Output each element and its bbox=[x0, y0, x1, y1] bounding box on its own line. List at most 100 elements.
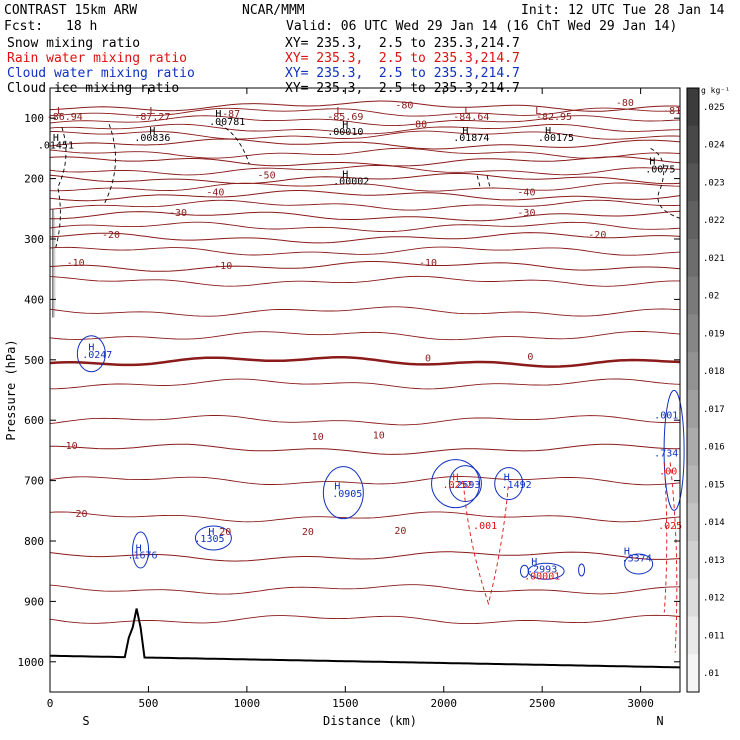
isotherm-minor bbox=[49, 107, 681, 117]
colorbar-segment bbox=[687, 616, 699, 655]
contour-label: -30 bbox=[517, 208, 535, 219]
isotherm-minor bbox=[50, 378, 681, 390]
contour-label: .0252 bbox=[442, 480, 472, 491]
isotherm--70 bbox=[49, 138, 681, 150]
colorbar-tick-label: .012 bbox=[703, 594, 725, 604]
contour-label: -80 bbox=[395, 101, 413, 112]
contour-label: .01874 bbox=[453, 133, 489, 144]
y-tick-label: 800 bbox=[24, 535, 44, 548]
contour-label: .0075 bbox=[645, 165, 675, 176]
isotherm-minor bbox=[49, 306, 681, 317]
colorbar-segment bbox=[687, 541, 699, 580]
cloud-water-contour bbox=[431, 459, 481, 509]
contour-label: H bbox=[342, 169, 348, 180]
contour-label: H bbox=[88, 343, 94, 354]
contour-label: H bbox=[215, 109, 221, 120]
y-tick-label: 200 bbox=[24, 173, 44, 186]
contour-label: .1492 bbox=[502, 480, 532, 491]
x-tick-label: 1500 bbox=[332, 697, 359, 710]
contour-label: .00002 bbox=[333, 177, 369, 188]
colorbar-segment bbox=[687, 503, 699, 542]
colorbar-segment bbox=[687, 239, 699, 278]
contour-label: H bbox=[624, 546, 630, 557]
cloud-water-contour bbox=[624, 553, 654, 575]
contour-label: .2593 bbox=[450, 480, 480, 491]
colorbar-segment bbox=[687, 578, 699, 617]
contour-label: H bbox=[334, 482, 340, 493]
x-tick-label: 0 bbox=[47, 697, 54, 710]
colorbar-segment bbox=[687, 276, 699, 315]
colorbar-tick-label: .015 bbox=[703, 480, 725, 490]
cloud-water-contour bbox=[322, 466, 364, 520]
x-tick-label: 1000 bbox=[234, 697, 261, 710]
colorbar-tick-label: .01 bbox=[703, 669, 719, 679]
snow-contour bbox=[650, 147, 681, 219]
colorbar-segment bbox=[687, 314, 699, 353]
isotherm--30 bbox=[50, 210, 681, 222]
field-snow-name: Snow mixing ratio bbox=[7, 36, 141, 51]
isotherm-minor bbox=[49, 221, 681, 233]
isotherm-0 bbox=[49, 356, 681, 368]
plot-area bbox=[50, 88, 680, 692]
colorbar-segment bbox=[687, 427, 699, 466]
contour-label: H bbox=[649, 157, 655, 168]
field-rain-name: Rain water mixing ratio bbox=[7, 51, 188, 66]
contour-label: H bbox=[136, 543, 142, 554]
contour-label: -85.69 bbox=[327, 112, 363, 123]
endpoint-left: S bbox=[82, 714, 89, 728]
cloud-water-contour bbox=[663, 389, 685, 511]
contour-label: L bbox=[336, 106, 342, 117]
contour-label: L bbox=[57, 106, 63, 117]
contour-label: .0247 bbox=[82, 350, 112, 361]
isotherm-minor bbox=[49, 584, 681, 595]
colorbar-tick-label: .014 bbox=[703, 518, 725, 528]
plot-frame bbox=[49, 87, 681, 693]
x-tick-label: 2500 bbox=[529, 697, 556, 710]
cloud-water-contour bbox=[194, 525, 232, 551]
field-cloudice-xy: XY= 235.3, 2.5 to 235.3,214.7 bbox=[285, 81, 520, 96]
forecast-label: Fcst: bbox=[4, 19, 44, 34]
contour-label: H bbox=[342, 120, 348, 131]
x-tick-label: 3000 bbox=[627, 697, 654, 710]
y-tick-label: 300 bbox=[24, 233, 44, 246]
cloud-water-contour bbox=[519, 564, 529, 578]
contour-label: .2993 bbox=[527, 564, 557, 575]
contour-label: -82.95 bbox=[536, 112, 572, 123]
field-cloudwater-xy: XY= 235.3, 2.5 to 235.3,214.7 bbox=[285, 66, 520, 81]
cloud-water-contour bbox=[132, 531, 150, 569]
contour-label: H bbox=[53, 133, 59, 144]
contour-label: 20 bbox=[75, 509, 87, 520]
colorbar-tick-label: .019 bbox=[703, 329, 725, 339]
colorbar-tick-label: .024 bbox=[703, 141, 725, 151]
init-time: Init: 12 UTC Tue 28 Jan 14 bbox=[521, 3, 725, 18]
contour-label: -87.27 bbox=[134, 112, 170, 123]
colorbar-tick-label: .025 bbox=[703, 103, 725, 113]
contour-label: L bbox=[149, 106, 155, 117]
contour-label: .00175 bbox=[538, 133, 574, 144]
snow-contour bbox=[219, 123, 250, 165]
contour-label: 0 bbox=[527, 352, 533, 363]
contour-label: -10 bbox=[67, 258, 85, 269]
colorbar-tick-label: .021 bbox=[703, 254, 725, 264]
colorbar-tick-label: .016 bbox=[703, 443, 725, 453]
colorbar-segment bbox=[687, 88, 699, 127]
contour-label: -84.64 bbox=[453, 112, 489, 123]
x-tick-label: 2000 bbox=[431, 697, 458, 710]
contour-label: 10 bbox=[373, 430, 385, 441]
colorbar-segment bbox=[687, 125, 699, 164]
isotherm-minor bbox=[49, 165, 681, 176]
contour-label: L bbox=[535, 106, 541, 117]
contour-label: H bbox=[531, 557, 537, 568]
isotherm-minor bbox=[49, 199, 681, 211]
isotherm-minor bbox=[49, 331, 681, 341]
field-cloudwater-name: Cloud water mixing ratio bbox=[7, 66, 195, 81]
isotherm-minor bbox=[49, 476, 681, 486]
isotherm-minor bbox=[49, 147, 681, 159]
y-tick-label: 400 bbox=[24, 293, 44, 306]
contour-label: 0 bbox=[425, 354, 431, 365]
colorbar-tick-label: .018 bbox=[703, 367, 725, 377]
colorbar-tick-label: .02 bbox=[703, 292, 719, 302]
endpoint-right: N bbox=[656, 714, 663, 728]
contour-label: .01451 bbox=[38, 140, 74, 151]
y-tick-label: 100 bbox=[24, 112, 44, 125]
